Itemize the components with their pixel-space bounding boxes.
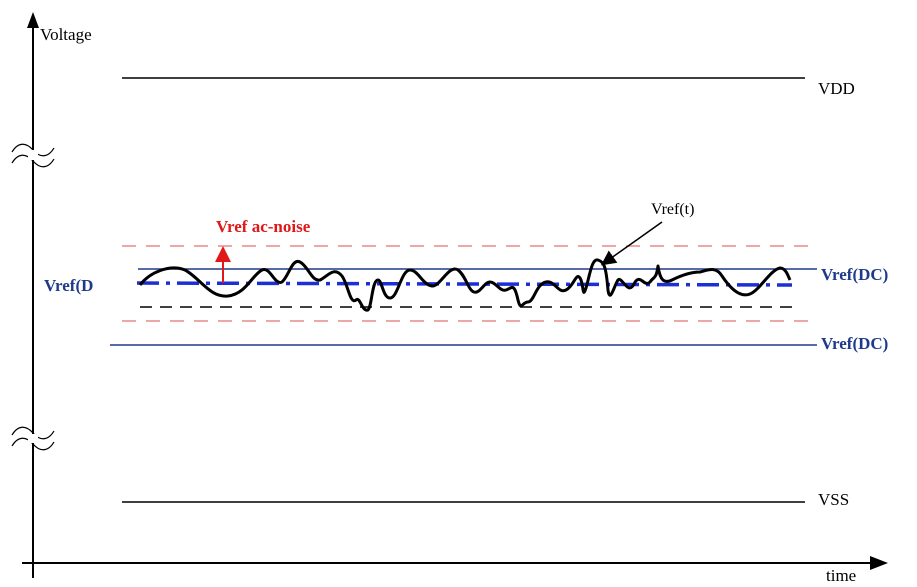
vref-dc-lower-label: Vref(DC) [821,334,889,353]
vdd-label: VDD [818,79,855,98]
ac-noise-label: Vref ac-noise [216,217,311,236]
axis-break-lower-icon [11,426,55,451]
axis-break-upper-icon [11,143,55,168]
x-axis-label: time [826,566,857,585]
vref-dc-left-label: Vref(D [44,276,94,295]
vss-label: VSS [818,490,850,509]
x-axis-arrowhead [870,556,888,570]
y-axis-label: Voltage [40,25,92,44]
vref-t-signal [138,258,792,312]
vref-t-pointer-line [600,221,663,266]
y-axis-arrowhead [27,12,39,28]
vref-dc-upper-label: Vref(DC) [821,265,889,284]
vref-dc-nominal-line [136,281,793,287]
vref-t-label: Vref(t) [651,201,695,218]
